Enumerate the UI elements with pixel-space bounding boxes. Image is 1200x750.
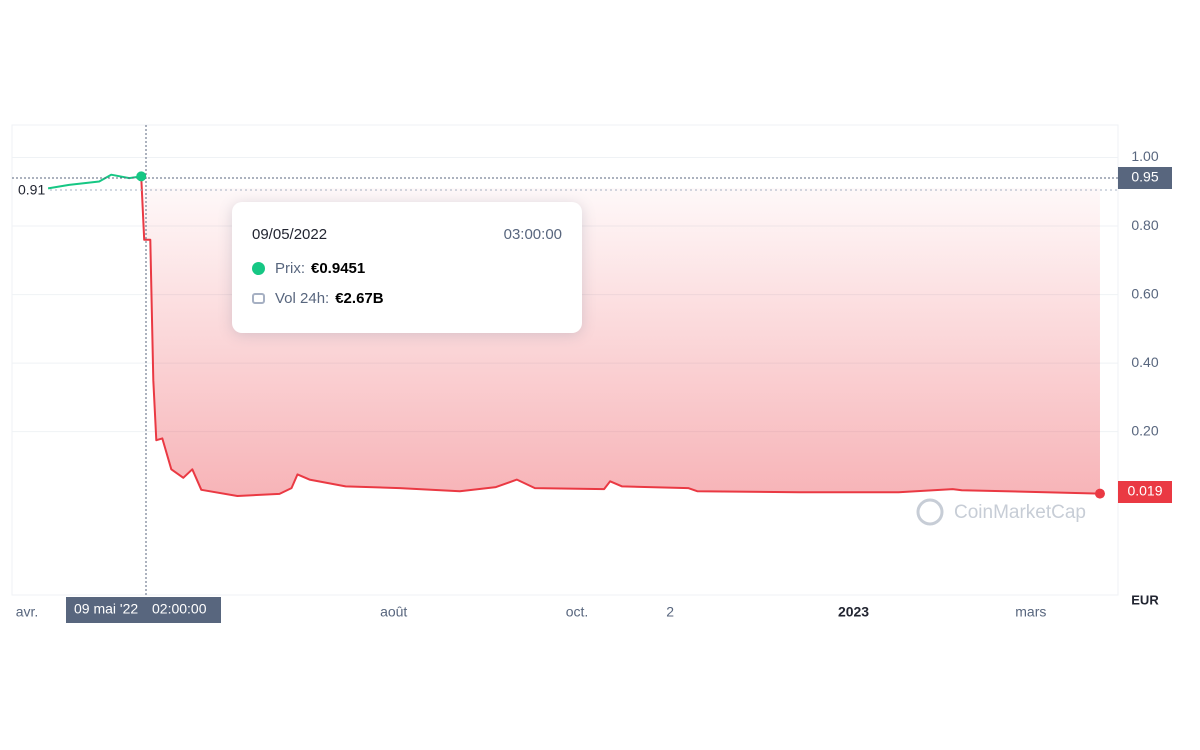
volume-label: Vol 24h: [275,290,330,307]
price-label: Prix: [275,260,305,277]
tooltip-date: 09/05/2022 [252,226,328,243]
hover-point [136,171,147,182]
y-tick-label: 1.00 [1131,148,1158,164]
x-tick-label: oct. [566,604,589,620]
plot-frame [11,124,1119,596]
y-tick-label: 0.20 [1131,422,1158,438]
y-tick-label: 0.60 [1131,285,1158,301]
watermark-text: CoinMarketCap [954,502,1086,523]
x-tick-label: août [380,604,407,620]
tooltip-header: 09/05/2022 [252,226,327,243]
y-tick-label: 0.40 [1131,354,1158,370]
hover-x-badge [66,597,221,623]
x-tick-label: mars [1015,604,1046,620]
start-label: 0.91 [18,182,45,198]
hover-price-label: 0.95 [1131,169,1158,185]
price-dot [252,262,265,275]
watermark: CoinMarketCap [916,498,1086,526]
last-point [1094,488,1105,499]
volume-value: €2.67B [335,290,384,307]
tooltip: 09/05/2022 03:00:00 Prix: €0.9451 Vol 24… [232,202,582,333]
tooltip-price-row: Prix: €0.9451 [252,260,365,277]
x-tick-label: 2 [666,604,674,620]
price-value: €0.9451 [311,260,366,277]
tooltip-time: 03:00:00 [503,226,562,243]
x-tick-label: avr. [16,604,39,620]
tooltip-volume-row: Vol 24h: €2.67B [252,290,384,307]
price-line [47,173,142,190]
y-tick-label: 0.80 [1131,217,1158,233]
hover-x-date: 09 mai '22 [74,601,138,617]
volume-icon [252,293,265,304]
price-line [140,176,1101,497]
x-tick-label: 2023 [838,604,869,620]
y-unit: EUR [1131,592,1159,607]
last-price-label: 0.019 [1127,483,1162,499]
last-price-badge [1118,481,1172,503]
watermark-logo [916,498,944,526]
hover-x-time: 02:00:00 [152,601,207,617]
hover-price-badge [1118,167,1172,189]
